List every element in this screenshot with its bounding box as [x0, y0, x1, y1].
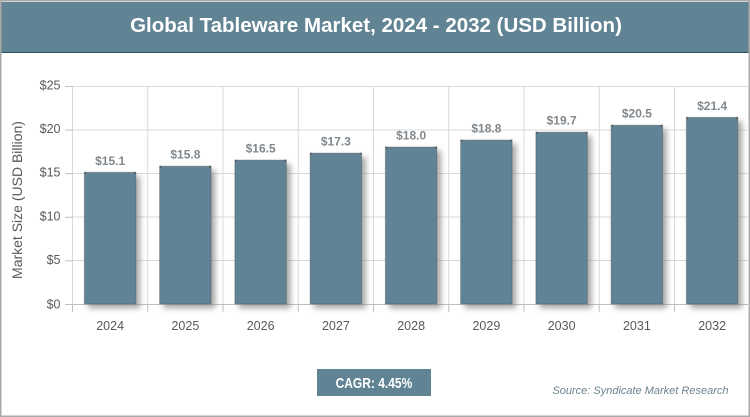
- svg-text:2025: 2025: [171, 319, 199, 333]
- svg-text:$10: $10: [40, 209, 61, 223]
- svg-text:Market Size (USD Billion): Market Size (USD Billion): [9, 121, 25, 279]
- svg-text:2026: 2026: [247, 319, 275, 333]
- svg-text:$15: $15: [40, 166, 61, 180]
- svg-text:2027: 2027: [322, 319, 350, 333]
- svg-text:$20.5: $20.5: [622, 107, 652, 121]
- svg-text:$25: $25: [40, 79, 61, 93]
- svg-text:$19.7: $19.7: [547, 114, 577, 128]
- svg-text:$20: $20: [40, 122, 61, 136]
- svg-text:$18.8: $18.8: [471, 122, 501, 136]
- svg-text:2032: 2032: [698, 319, 726, 333]
- svg-text:2031: 2031: [623, 319, 651, 333]
- svg-text:2029: 2029: [472, 319, 500, 333]
- svg-text:$18.0: $18.0: [396, 129, 426, 143]
- svg-text:$0: $0: [47, 298, 61, 312]
- svg-text:$15.8: $15.8: [170, 148, 200, 162]
- svg-text:$17.3: $17.3: [321, 135, 351, 149]
- svg-text:$16.5: $16.5: [246, 142, 276, 156]
- svg-text:$21.4: $21.4: [697, 99, 727, 113]
- svg-text:2028: 2028: [397, 319, 425, 333]
- svg-text:2030: 2030: [548, 319, 576, 333]
- svg-text:$15.1: $15.1: [95, 154, 125, 168]
- svg-text:2024: 2024: [96, 319, 124, 333]
- svg-text:$5: $5: [47, 253, 61, 267]
